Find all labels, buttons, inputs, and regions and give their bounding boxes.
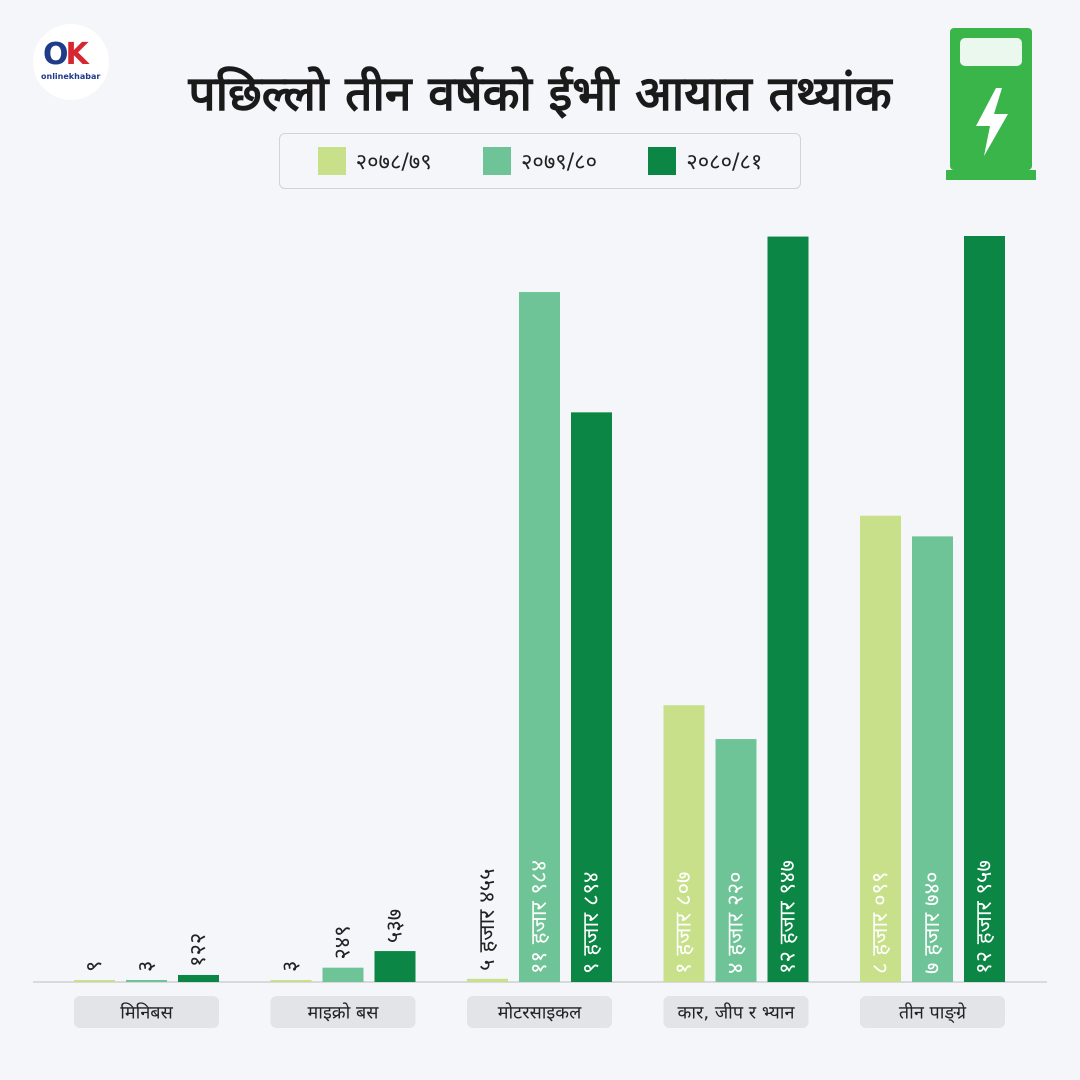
bar <box>74 980 115 982</box>
chart-title: पछिल्लो तीन वर्षको ईभी आयात तथ्यांक <box>188 66 892 122</box>
data-label: ३ <box>279 961 304 972</box>
data-label: १२२ <box>186 933 211 967</box>
data-label: ९ <box>82 961 107 972</box>
bar <box>860 515 901 982</box>
data-label: ९ हजार ८९४ <box>579 872 604 974</box>
category-pill <box>270 996 416 1028</box>
category-label: मिनिबस <box>120 1002 173 1024</box>
category-label: मोटरसाइकल <box>498 1002 582 1024</box>
bar <box>322 967 364 982</box>
bar <box>374 951 416 982</box>
bar <box>126 980 167 982</box>
bar <box>715 739 757 982</box>
category-pill <box>467 996 612 1028</box>
legend-label-2: २०७९/८० <box>520 150 598 175</box>
bar <box>912 536 953 982</box>
category-pill <box>860 996 1005 1028</box>
bar <box>663 705 705 982</box>
logo-mark: OK <box>43 37 89 72</box>
data-label: ११ हजार ९८४ <box>527 860 552 974</box>
legend: २०७८/७९ २०७९/८० २०८०/८१ <box>279 133 801 189</box>
bar <box>519 292 560 983</box>
bar <box>467 978 508 982</box>
data-label: १ हजार ८०७ <box>672 872 697 974</box>
data-label: ४ हजार २२० <box>724 872 749 974</box>
bar <box>767 236 809 982</box>
bar <box>270 980 312 982</box>
legend-label-3: २०८०/८१ <box>686 150 763 175</box>
legend-swatch-2 <box>482 147 511 175</box>
bar <box>571 412 612 982</box>
category-pill <box>663 996 809 1028</box>
legend-label-1: २०७८/७९ <box>355 150 432 175</box>
data-label: ८ हजार ०९९ <box>868 872 893 974</box>
data-label: ३ <box>134 961 159 972</box>
category-pill <box>74 996 219 1028</box>
data-label: २४९ <box>331 925 356 959</box>
data-label: १२ हजार ९४७ <box>776 860 801 974</box>
legend-item-3: २०८०/८१ <box>648 146 762 176</box>
onlinekhabar-logo: OK onlinekhabar <box>33 24 109 100</box>
data-label: ५३७ <box>383 909 408 943</box>
data-label: १२ हजार ९५७ <box>972 860 997 974</box>
data-label: ५ हजार ४५५ <box>475 868 500 970</box>
data-label: ७ हजार ७४० <box>920 872 945 974</box>
legend-swatch-1 <box>317 147 346 175</box>
legend-swatch-3 <box>648 147 677 175</box>
ev-charger-icon <box>946 28 1036 180</box>
category-label: तीन पाङ्ग्रे <box>899 1002 967 1024</box>
legend-item-2: २०७९/८० <box>482 146 598 176</box>
legend-item-1: २०७८/७९ <box>317 146 432 176</box>
bar <box>178 974 219 982</box>
logo-brand-text: onlinekhabar <box>41 72 101 81</box>
category-label: माइक्रो बस <box>308 1002 380 1024</box>
bar <box>964 236 1005 982</box>
category-label: कार, जीप र भ्यान <box>678 1002 796 1024</box>
